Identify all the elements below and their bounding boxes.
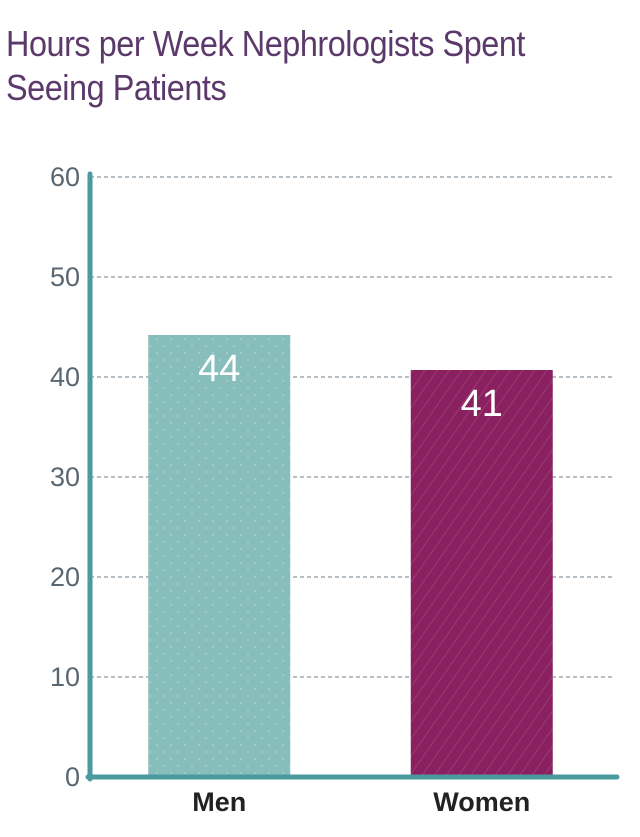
chart-title-line-1: Hours per Week Nephrologists Spent xyxy=(6,23,525,64)
x-category-label: Women xyxy=(433,787,530,817)
bars: 44 41 xyxy=(148,335,553,777)
bar-texture xyxy=(148,335,291,777)
y-tick-label: 0 xyxy=(65,762,80,792)
y-axis-ticks: 0 10 20 30 40 50 60 xyxy=(50,162,80,792)
y-tick-label: 60 xyxy=(50,162,80,192)
y-tick-label: 30 xyxy=(50,462,80,492)
x-category-label: Men xyxy=(192,787,246,817)
y-tick-label: 20 xyxy=(50,562,80,592)
axes xyxy=(85,171,620,782)
bar-texture xyxy=(410,370,553,777)
y-tick-label: 40 xyxy=(50,362,80,392)
bar-value-label: 41 xyxy=(461,383,503,425)
category-labels: Men Women xyxy=(192,787,530,817)
y-tick-label: 10 xyxy=(50,662,80,692)
chart-title-line-2: Seeing Patients xyxy=(6,67,227,108)
bar-value-label: 44 xyxy=(198,348,240,390)
y-tick-label: 50 xyxy=(50,262,80,292)
chart-title: Hours per Week Nephrologists Spent Seein… xyxy=(6,22,564,110)
